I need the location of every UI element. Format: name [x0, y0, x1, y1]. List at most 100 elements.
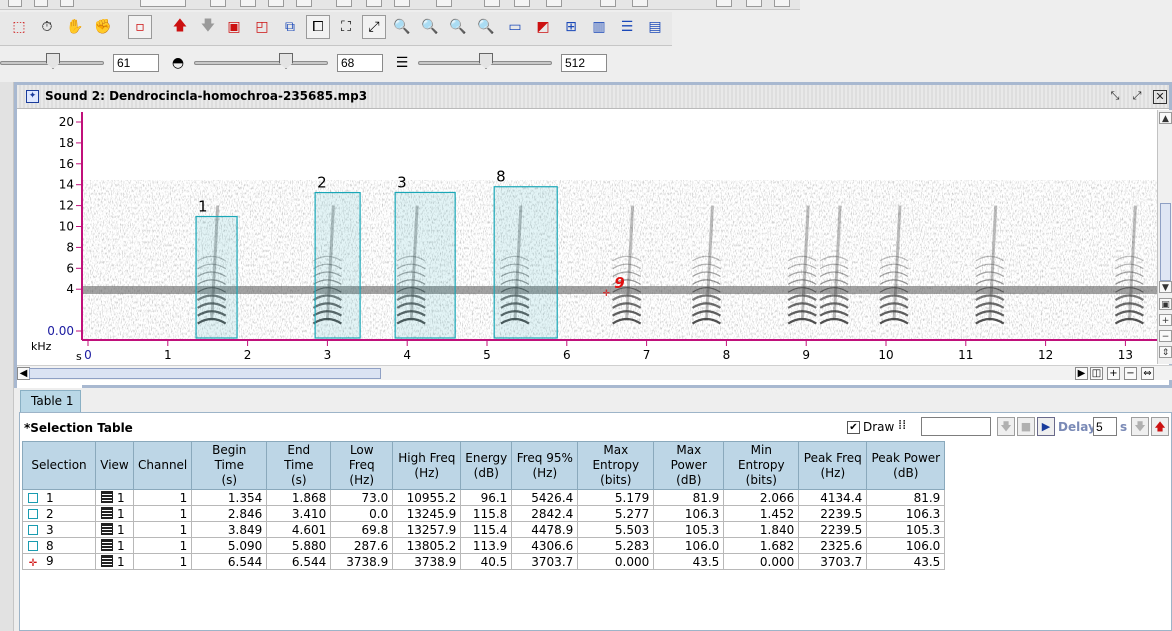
table-cell[interactable]: 4478.9 — [511, 521, 579, 538]
table-cell[interactable]: 4306.6 — [511, 537, 579, 554]
move-down-icon[interactable]: 🡇 — [997, 417, 1015, 436]
table-cell[interactable]: 5.090 — [191, 537, 268, 554]
selection-box[interactable] — [314, 191, 361, 339]
toolbar-button-stub[interactable] — [296, 0, 312, 7]
toolbar-button-stub[interactable] — [514, 0, 530, 7]
column-header[interactable]: Freq 95% (Hz) — [511, 441, 579, 490]
table-cell[interactable]: 69.8 — [330, 521, 394, 538]
column-header[interactable]: Energy (dB) — [460, 441, 513, 490]
table-cell[interactable]: 1 — [132, 553, 193, 570]
brightness-slider-thumb[interactable] — [46, 53, 60, 69]
toolbar-button-stub[interactable] — [34, 0, 48, 7]
brightness-value-field[interactable] — [113, 54, 159, 72]
table-cell[interactable]: 2.066 — [723, 489, 800, 506]
toolbar-button-stub[interactable] — [600, 0, 616, 7]
table-cell[interactable]: 3.849 — [191, 521, 268, 538]
list-view-icon[interactable]: ☰ — [620, 19, 634, 35]
table-cell[interactable]: 2239.5 — [798, 505, 868, 522]
table-cell[interactable]: 3703.7 — [511, 553, 579, 570]
table-cell[interactable]: 3.410 — [266, 505, 332, 522]
pan-hand-icon[interactable]: ✋ — [66, 19, 84, 35]
table-cell[interactable]: 5.179 — [577, 489, 655, 506]
table-row[interactable]: 8 1 1 5.090 5.880 287.6 13805.2 113.9 4306.6 5.28… — [22, 537, 946, 554]
panel-view-icon[interactable]: ▤ — [648, 19, 662, 35]
table-cell[interactable]: 1 — [132, 537, 193, 554]
table-row[interactable]: 2 1 1 2.846 3.410 0.0 13245.9 115.8 2842.4 5.277 1… — [22, 505, 946, 522]
table-cell[interactable]: 5.277 — [577, 505, 655, 522]
table-cell[interactable]: 0.000 — [577, 553, 655, 570]
table-cell[interactable]: 6.544 — [266, 553, 332, 570]
scroll-up-icon[interactable]: ▲ — [1159, 112, 1172, 124]
toolbar-button-stub[interactable] — [716, 0, 732, 7]
minimize-window-icon[interactable]: ⤡ — [1110, 89, 1120, 102]
toolbar-button-stub[interactable] — [746, 0, 762, 7]
column-header[interactable]: Max Entropy (bits) — [577, 441, 655, 490]
window-size-slider-thumb[interactable] — [479, 53, 493, 69]
toolbar-button-stub[interactable] — [210, 0, 226, 7]
selection-cell[interactable]: 2 — [22, 505, 96, 522]
table-row[interactable]: 1 1 1 1.354 1.868 73.0 10955.2 96.1 5426.4 5.179 8… — [22, 489, 946, 506]
table-cell[interactable]: 5.283 — [577, 537, 655, 554]
table-cell[interactable]: 3738.9 — [392, 553, 462, 570]
table-cell[interactable]: 13805.2 — [392, 537, 462, 554]
toolbar-button-stub[interactable] — [8, 0, 22, 7]
column-header[interactable]: View — [95, 441, 134, 490]
table-cell[interactable]: 5.880 — [266, 537, 332, 554]
table-cell[interactable]: 0.0 — [330, 505, 394, 522]
column-header[interactable]: Channel — [132, 441, 193, 490]
horizontal-scrollbar[interactable]: ◀ ▶ ◫ + − ⇔ — [17, 365, 1172, 380]
table-cell[interactable]: 0.000 — [723, 553, 800, 570]
view-cell[interactable]: 1 — [95, 489, 134, 506]
selection-cell[interactable]: 1 — [22, 489, 96, 506]
arrow-down-icon[interactable]: 🡇 — [200, 18, 216, 34]
table-cell[interactable]: 3703.7 — [798, 553, 868, 570]
table-cell[interactable]: 115.4 — [460, 521, 513, 538]
waveform-view-icon[interactable]: ▭ — [508, 19, 522, 35]
scroll-right-icon[interactable]: ▶ — [1075, 367, 1088, 380]
draw-checkbox[interactable]: ✔ — [847, 421, 860, 434]
table-cell[interactable]: 106.3 — [653, 505, 725, 522]
column-header[interactable]: Begin Time (s) — [191, 441, 268, 490]
view-cell[interactable]: 1 — [95, 521, 134, 538]
table-cell[interactable]: 1.868 — [266, 489, 332, 506]
table-cell[interactable]: 10955.2 — [392, 489, 462, 506]
contrast-slider-thumb[interactable] — [279, 53, 293, 69]
zoom-out-icon[interactable]: 🔍 — [421, 19, 439, 35]
table-cell[interactable]: 43.5 — [866, 553, 946, 570]
table-cell[interactable]: 1.840 — [723, 521, 800, 538]
column-header[interactable]: Max Power (dB) — [653, 441, 725, 490]
maximize-window-icon[interactable]: ⤢ — [1132, 89, 1142, 102]
toolbar-button-stub[interactable] — [436, 0, 452, 7]
selection-box[interactable] — [394, 191, 456, 339]
table-cell[interactable]: 6.544 — [191, 553, 268, 570]
previous-up-icon[interactable]: 🡅 — [1151, 417, 1169, 436]
table-cell[interactable]: 1 — [132, 489, 193, 506]
table-cell[interactable]: 43.5 — [653, 553, 725, 570]
table-cell[interactable]: 81.9 — [653, 489, 725, 506]
scroll-down-icon[interactable]: ▼ — [1159, 281, 1172, 293]
table-cell[interactable]: 1.354 — [191, 489, 268, 506]
copy-selection-icon[interactable]: ⧉ — [285, 19, 295, 35]
column-header[interactable]: High Freq (Hz) — [392, 441, 462, 490]
horizontal-full-icon[interactable]: ⇔ — [1141, 367, 1154, 380]
draw-search-field[interactable] — [921, 417, 991, 436]
zoom-all-icon[interactable]: 🔍 — [477, 19, 495, 35]
table-cell[interactable]: 105.3 — [653, 521, 725, 538]
multi-selection-icon[interactable]: ⧠ — [306, 15, 330, 39]
stop-icon[interactable]: ■ — [1017, 417, 1035, 436]
table-cell[interactable]: 106.0 — [653, 537, 725, 554]
table-cell[interactable]: 81.9 — [866, 489, 946, 506]
selection-box[interactable] — [493, 186, 558, 339]
toolbar-button-stub[interactable] — [60, 0, 74, 7]
table-cell[interactable]: 1 — [132, 521, 193, 538]
vertical-scrollbar[interactable]: ▲ ▼ ▣ + − ⇕ — [1157, 110, 1172, 364]
horizontal-scroll-thumb[interactable] — [29, 368, 381, 379]
column-header[interactable]: Min Entropy (bits) — [723, 441, 800, 490]
toolbar-button-stub[interactable] — [268, 0, 284, 7]
toolbar-button-stub[interactable] — [366, 0, 382, 7]
table-cell[interactable]: 106.3 — [866, 505, 946, 522]
column-header[interactable]: End Time (s) — [266, 441, 332, 490]
table-cell[interactable]: 4134.4 — [798, 489, 868, 506]
vertical-full-icon[interactable]: ⇕ — [1159, 346, 1172, 358]
